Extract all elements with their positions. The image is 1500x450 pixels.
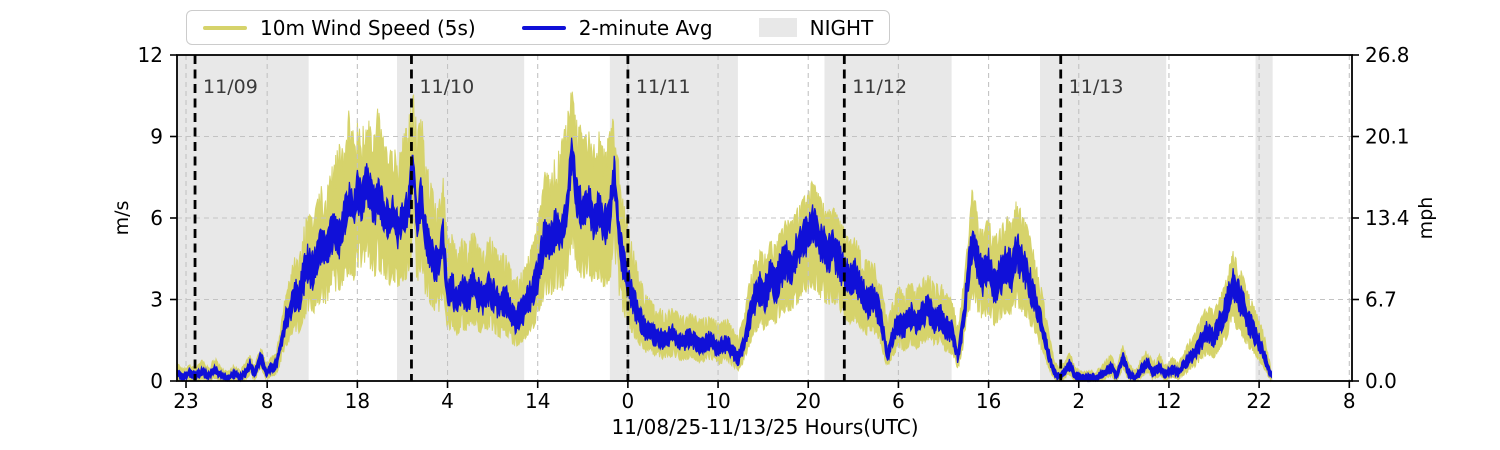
x-tick-label: 2: [1072, 389, 1085, 413]
gust-series-group: [176, 91, 1272, 383]
day-boundary-label: 11/13: [1069, 76, 1124, 98]
y-tick-label-right: 26.8: [1365, 43, 1410, 67]
wind-5s-series: [176, 91, 1272, 383]
day-boundary-label: 11/09: [203, 76, 258, 98]
legend-label-2min-avg: 2-minute Avg: [578, 15, 713, 40]
plot-frame: [176, 54, 1353, 382]
night-band: [1039, 55, 1167, 381]
legend-item-2min-avg: 2-minute Avg: [521, 15, 713, 40]
y-tick-label-right: 20.1: [1365, 125, 1410, 149]
x-tick-label: 6: [892, 389, 905, 413]
day-boundary-group: 11/09 11/10 11/11 11/12 11/13: [193, 55, 1124, 381]
legend-item-10m-wind-speed: 10m Wind Speed (5s): [203, 16, 476, 40]
wind-2min-avg-series: [176, 137, 1273, 383]
y-tick-label-left: 3: [150, 288, 163, 312]
x-axis-label: 11/08/25-11/13/25 Hours(UTC): [611, 415, 918, 439]
legend-label-night: NIGHT: [809, 15, 874, 40]
x-tick-label: 23: [173, 389, 198, 413]
y-tick-label-right: 13.4: [1365, 206, 1410, 230]
x-tick-label: 22: [1246, 389, 1271, 413]
x-tick-label: 18: [345, 389, 370, 413]
avg-series-group: [176, 137, 1273, 383]
wind-5s-line-sample-icon: [203, 25, 247, 30]
legend-item-night: NIGHT: [758, 15, 874, 40]
day-boundary-label: 11/10: [419, 76, 474, 98]
chart-legend: 10m Wind Speed (5s) 2-minute Avg NIGHT: [186, 10, 891, 45]
night-patch-sample-icon: [758, 18, 797, 37]
x-tick-label: 16: [976, 389, 1001, 413]
x-tick-label: 14: [525, 389, 550, 413]
x-tick-label: 12: [1156, 389, 1181, 413]
y-axis-label-left: m/s: [111, 201, 133, 236]
x-tick-label: 4: [441, 389, 454, 413]
axes-group: 23 8 18 4 14 0 10 20 6 16 2 12 22 8 0 3 6 9 12 0.0 6.7 13.4 20…: [138, 43, 1410, 413]
x-tick-label: 0: [622, 389, 635, 413]
y-tick-label-left: 0: [150, 369, 163, 393]
y-tick-label-right: 6.7: [1365, 288, 1397, 312]
x-tick-label: 10: [705, 389, 730, 413]
y-tick-label-right: 0.0: [1365, 369, 1397, 393]
legend-label-10m-wind-speed: 10m Wind Speed (5s): [260, 15, 476, 40]
x-tick-label: 20: [796, 389, 821, 413]
y-tick-label-left: 6: [150, 206, 163, 230]
y-axis-label-right: mph: [1415, 197, 1437, 240]
y-tick-label-left: 9: [150, 125, 163, 149]
day-boundary-label: 11/11: [636, 76, 691, 98]
avg-line-sample-icon: [521, 25, 566, 30]
x-tick-label: 8: [1343, 389, 1356, 413]
x-tick-label: 8: [261, 389, 274, 413]
y-tick-label-left: 12: [138, 43, 163, 67]
day-boundary-label: 11/12: [852, 76, 907, 98]
